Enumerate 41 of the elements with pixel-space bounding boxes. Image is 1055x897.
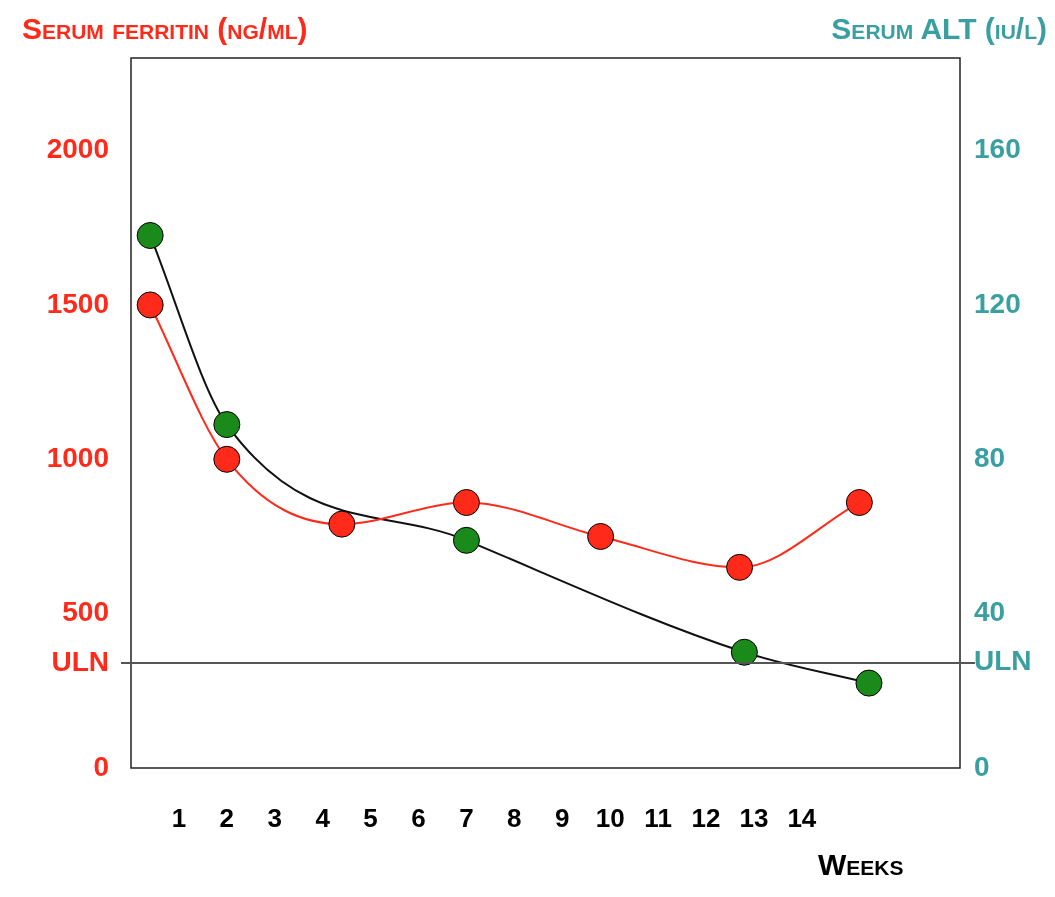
point (452, 526, 480, 554)
x-tick-label: 3 (267, 802, 282, 833)
x-tick-label: 9 (555, 802, 570, 833)
y2-axis-title: Serum ALT (iu/l) (831, 12, 1047, 46)
x-tick-label: 7 (459, 802, 474, 833)
point (726, 553, 754, 581)
x-tick-label: 1 (171, 802, 187, 833)
point (136, 291, 164, 319)
point (328, 510, 356, 538)
y2-tick-label: 80 (974, 442, 1006, 474)
point (452, 489, 480, 517)
y-axis-title: Serum ferritin (ng/ml) (22, 12, 308, 46)
y-tick-label: ULN (51, 645, 109, 677)
y2-tick-label: 40 (974, 596, 1006, 628)
point (855, 669, 883, 697)
point (845, 489, 873, 517)
y2-tick-label: 160 (974, 133, 1021, 165)
y2-tick-label: 120 (974, 287, 1021, 319)
x-tick-label: 12 (691, 802, 721, 833)
y-tick-label: 1500 (46, 287, 109, 319)
x-axis-title: Weeks (818, 848, 904, 882)
y-tick-label: 0 (93, 750, 109, 782)
point (213, 445, 241, 473)
y2-tick-label: 0 (974, 750, 990, 782)
x-tick-label: 2 (219, 802, 235, 833)
y-tick-label: 500 (62, 596, 109, 628)
point (213, 411, 241, 439)
point (730, 638, 758, 666)
y-tick-label: 1000 (46, 442, 109, 474)
x-tick-label: 5 (363, 802, 378, 833)
x-tick-label: 8 (507, 802, 522, 833)
x-tick-label: 6 (411, 802, 426, 833)
x-tick-label: 13 (739, 802, 769, 833)
x-tick-label: 14 (787, 802, 817, 833)
x-tick-label: 11 (644, 802, 672, 833)
point (587, 522, 615, 550)
x-tick-label: 4 (315, 802, 331, 833)
y2-tick-label: ULN (974, 644, 1032, 676)
y-tick-label: 2000 (46, 133, 109, 165)
x-tick-label: 10 (595, 802, 625, 833)
point (136, 222, 164, 249)
